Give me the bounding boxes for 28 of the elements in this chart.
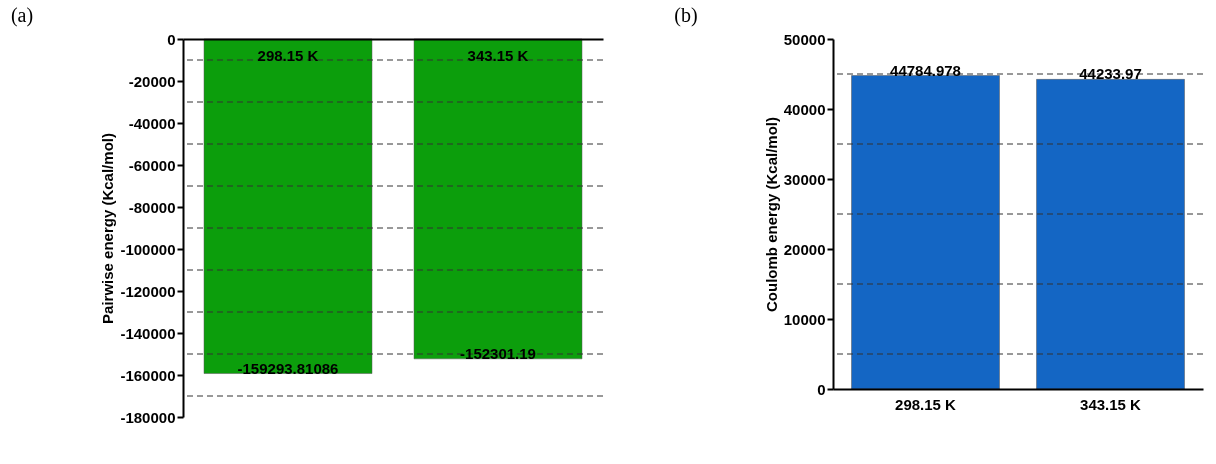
y-tick-label: 50000 xyxy=(783,30,826,48)
x-tick-label: 298.15 K xyxy=(257,46,319,64)
x-tick-label: 343.15 K xyxy=(467,46,529,64)
y-tick-label: 40000 xyxy=(783,100,826,118)
x-tick-label: 343.15 K xyxy=(1080,395,1142,413)
data-label: 44784.978 xyxy=(890,61,961,79)
y-tick-label: 0 xyxy=(167,30,176,48)
y-axis-title: Coulomb energy (Kcal/mol) xyxy=(762,116,780,313)
y-tick-label: -80000 xyxy=(128,198,176,216)
text: (a) xyxy=(10,4,34,27)
y-tick-label: 10000 xyxy=(783,310,826,328)
y-tick-label: 0 xyxy=(817,380,826,398)
data-label: -159293.81086 xyxy=(237,359,339,377)
chart-title: (b) xyxy=(674,4,698,27)
y-tick-label: -100000 xyxy=(120,240,176,258)
data-label: -152301.19 xyxy=(460,344,536,362)
y-tick-label: 20000 xyxy=(783,240,826,258)
x-tick-label: 298.15 K xyxy=(895,395,957,413)
y-tick-label: -120000 xyxy=(120,282,176,300)
y-tick-label: 30000 xyxy=(783,170,826,188)
y-tick-label: -20000 xyxy=(128,72,176,90)
data-label: 44233.97 xyxy=(1079,65,1142,83)
y-tick-label: -160000 xyxy=(120,366,176,384)
y-tick-label: -140000 xyxy=(120,324,176,342)
y-tick-label: -60000 xyxy=(128,156,176,174)
y-tick-label: -40000 xyxy=(128,114,176,132)
y-axis-title: Pairwise energy (Kcal/mol) xyxy=(99,133,117,324)
y-tick-label: -180000 xyxy=(120,408,176,426)
